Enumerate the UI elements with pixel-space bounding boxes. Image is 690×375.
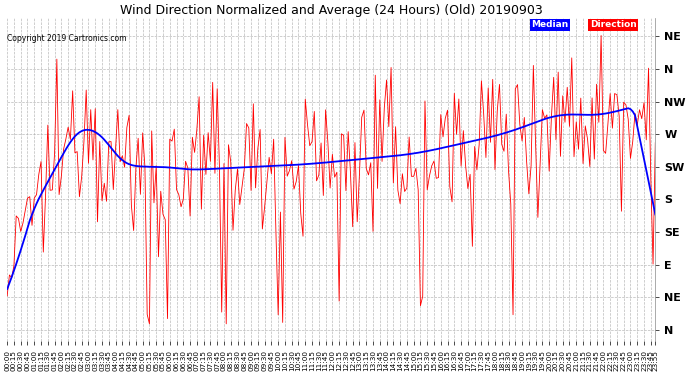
Text: Direction: Direction — [590, 20, 636, 29]
Text: Copyright 2019 Cartronics.com: Copyright 2019 Cartronics.com — [7, 34, 126, 43]
Text: Median: Median — [531, 20, 569, 29]
Title: Wind Direction Normalized and Average (24 Hours) (Old) 20190903: Wind Direction Normalized and Average (2… — [120, 4, 542, 17]
